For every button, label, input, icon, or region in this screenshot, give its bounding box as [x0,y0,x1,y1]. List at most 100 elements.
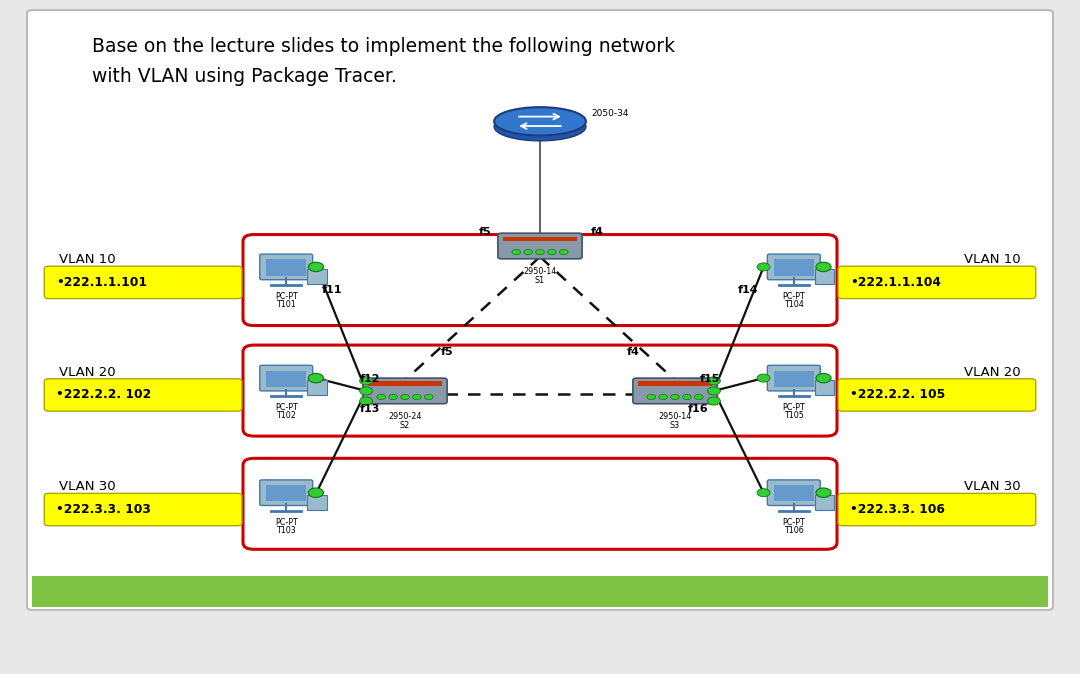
Bar [814,495,834,510]
Circle shape [694,394,703,400]
Circle shape [757,263,770,271]
Circle shape [310,263,323,271]
Bar [814,269,834,284]
Text: •222.1.1.101: •222.1.1.101 [56,276,147,289]
FancyBboxPatch shape [243,458,837,549]
Text: T104: T104 [784,300,804,309]
Text: VLAN 20: VLAN 20 [59,365,116,379]
Bar [308,380,327,395]
Text: f5: f5 [441,347,454,357]
Circle shape [707,387,720,395]
FancyBboxPatch shape [260,254,313,280]
Text: VLAN 20: VLAN 20 [964,365,1021,379]
Circle shape [816,262,832,272]
Text: T105: T105 [784,411,804,420]
Circle shape [707,377,720,385]
FancyBboxPatch shape [243,235,837,326]
Text: S1: S1 [535,276,545,284]
Circle shape [424,394,433,400]
Circle shape [360,387,373,395]
Text: •222.1.1.104: •222.1.1.104 [850,276,941,289]
Circle shape [671,394,679,400]
Text: 2950-24: 2950-24 [389,412,421,421]
FancyBboxPatch shape [633,378,717,404]
Text: T106: T106 [784,526,804,534]
Bar [773,371,814,387]
Bar [267,371,307,387]
Circle shape [757,489,770,497]
Text: f11: f11 [322,285,342,295]
Circle shape [413,394,421,400]
Text: •222.2.2. 105: •222.2.2. 105 [850,388,945,402]
Text: f15: f15 [700,374,720,384]
Text: VLAN 10: VLAN 10 [964,253,1021,266]
Text: f12: f12 [360,374,380,384]
Text: T103: T103 [276,526,296,534]
FancyBboxPatch shape [260,365,313,391]
Circle shape [559,249,568,255]
Circle shape [512,249,521,255]
FancyBboxPatch shape [767,480,821,506]
Text: VLAN 30: VLAN 30 [964,480,1021,493]
Circle shape [309,373,324,383]
Circle shape [659,394,667,400]
Text: 2050-34: 2050-34 [592,109,630,118]
Text: f4: f4 [591,227,604,237]
Circle shape [401,394,409,400]
Circle shape [683,394,691,400]
Text: 2950-14: 2950-14 [659,412,691,421]
Text: f5: f5 [478,227,491,237]
Text: PC-PT: PC-PT [782,518,806,526]
Ellipse shape [495,107,586,135]
Bar [368,381,442,386]
Bar [773,485,814,501]
Circle shape [548,249,556,255]
Bar [267,485,307,501]
Text: 2950-14: 2950-14 [524,267,556,276]
Circle shape [757,374,770,382]
Bar [638,381,712,386]
FancyBboxPatch shape [44,493,242,526]
Bar [308,269,327,284]
Text: PC-PT: PC-PT [274,403,298,412]
FancyBboxPatch shape [838,379,1036,411]
Circle shape [360,377,373,385]
Circle shape [536,249,544,255]
Circle shape [816,488,832,497]
Text: PC-PT: PC-PT [274,292,298,301]
FancyBboxPatch shape [243,345,837,436]
FancyBboxPatch shape [838,266,1036,299]
Text: VLAN 10: VLAN 10 [59,253,116,266]
Text: •222.3.3. 103: •222.3.3. 103 [56,503,151,516]
Bar [32,576,1048,607]
Text: PC-PT: PC-PT [782,292,806,301]
Bar [773,259,814,276]
Text: S2: S2 [400,421,410,429]
Text: VLAN 30: VLAN 30 [59,480,116,493]
FancyBboxPatch shape [838,493,1036,526]
Text: f16: f16 [688,404,708,414]
Text: Base on the lecture slides to implement the following network: Base on the lecture slides to implement … [92,37,675,56]
Circle shape [310,489,323,497]
Circle shape [816,373,832,383]
Text: T102: T102 [276,411,296,420]
Circle shape [310,374,323,382]
FancyBboxPatch shape [27,10,1053,610]
FancyBboxPatch shape [767,365,821,391]
Circle shape [360,397,373,405]
FancyBboxPatch shape [44,379,242,411]
Circle shape [647,394,656,400]
Text: PC-PT: PC-PT [274,518,298,526]
FancyBboxPatch shape [767,254,821,280]
Circle shape [524,249,532,255]
Text: f4: f4 [626,347,639,357]
Circle shape [389,394,397,400]
Text: f14: f14 [738,285,758,295]
FancyBboxPatch shape [260,480,313,506]
Circle shape [377,394,386,400]
Ellipse shape [495,113,586,141]
Circle shape [309,488,324,497]
Text: •222.3.3. 106: •222.3.3. 106 [850,503,945,516]
Bar [267,259,307,276]
Circle shape [707,397,720,405]
